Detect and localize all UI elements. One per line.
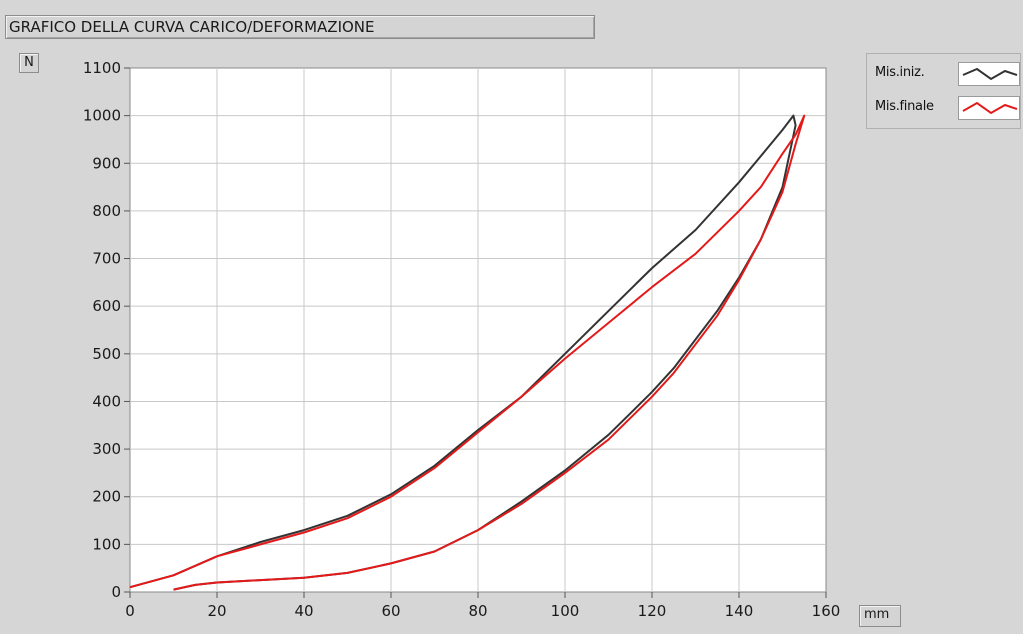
legend-line-swatch-icon (958, 96, 1020, 120)
y-tick-label: 300 (92, 440, 121, 458)
series-line-mis-finale (129, 114, 806, 591)
legend-item-mis-finale[interactable]: Mis.finale (867, 92, 1022, 124)
legend-label: Mis.iniz. (875, 65, 925, 80)
x-tick-label: 0 (125, 602, 135, 620)
y-axis-unit-label: N (19, 53, 39, 73)
x-axis-unit-label: mm (859, 605, 901, 627)
y-tick-label: 900 (92, 154, 121, 172)
y-tick-label: 500 (92, 345, 121, 363)
x-tick-label: 120 (638, 602, 667, 620)
y-tick-label: 200 (92, 488, 121, 506)
x-tick-label: 160 (812, 602, 841, 620)
x-tick-label: 40 (294, 602, 313, 620)
legend-line-swatch-icon (958, 62, 1020, 86)
axes: 0 20 40 60 80 100 120 140 160 0 100 200 300 400 500 600… (83, 59, 841, 620)
y-tick-label: 600 (92, 297, 121, 315)
x-tick-label: 140 (725, 602, 754, 620)
legend-label: Mis.finale (875, 99, 934, 114)
legend-item-mis-iniz[interactable]: Mis.iniz. (867, 58, 1022, 90)
y-tick-label: 400 (92, 392, 121, 410)
x-tick-label: 100 (551, 602, 580, 620)
y-tick-label: 100 (92, 535, 121, 553)
x-tick-label: 20 (207, 602, 226, 620)
y-tick-label: 700 (92, 250, 121, 268)
legend: Mis.iniz. Mis.finale (866, 53, 1021, 129)
series (129, 114, 806, 591)
y-tick-label: 1100 (83, 59, 121, 77)
y-tick-label: 1000 (83, 107, 121, 125)
x-tick-label: 80 (468, 602, 487, 620)
chart-title: GRAFICO DELLA CURVA CARICO/DEFORMAZIONE (5, 15, 595, 39)
grid (130, 68, 826, 592)
x-tick-label: 60 (381, 602, 400, 620)
y-tick-label: 800 (92, 202, 121, 220)
y-tick-label: 0 (111, 583, 121, 601)
